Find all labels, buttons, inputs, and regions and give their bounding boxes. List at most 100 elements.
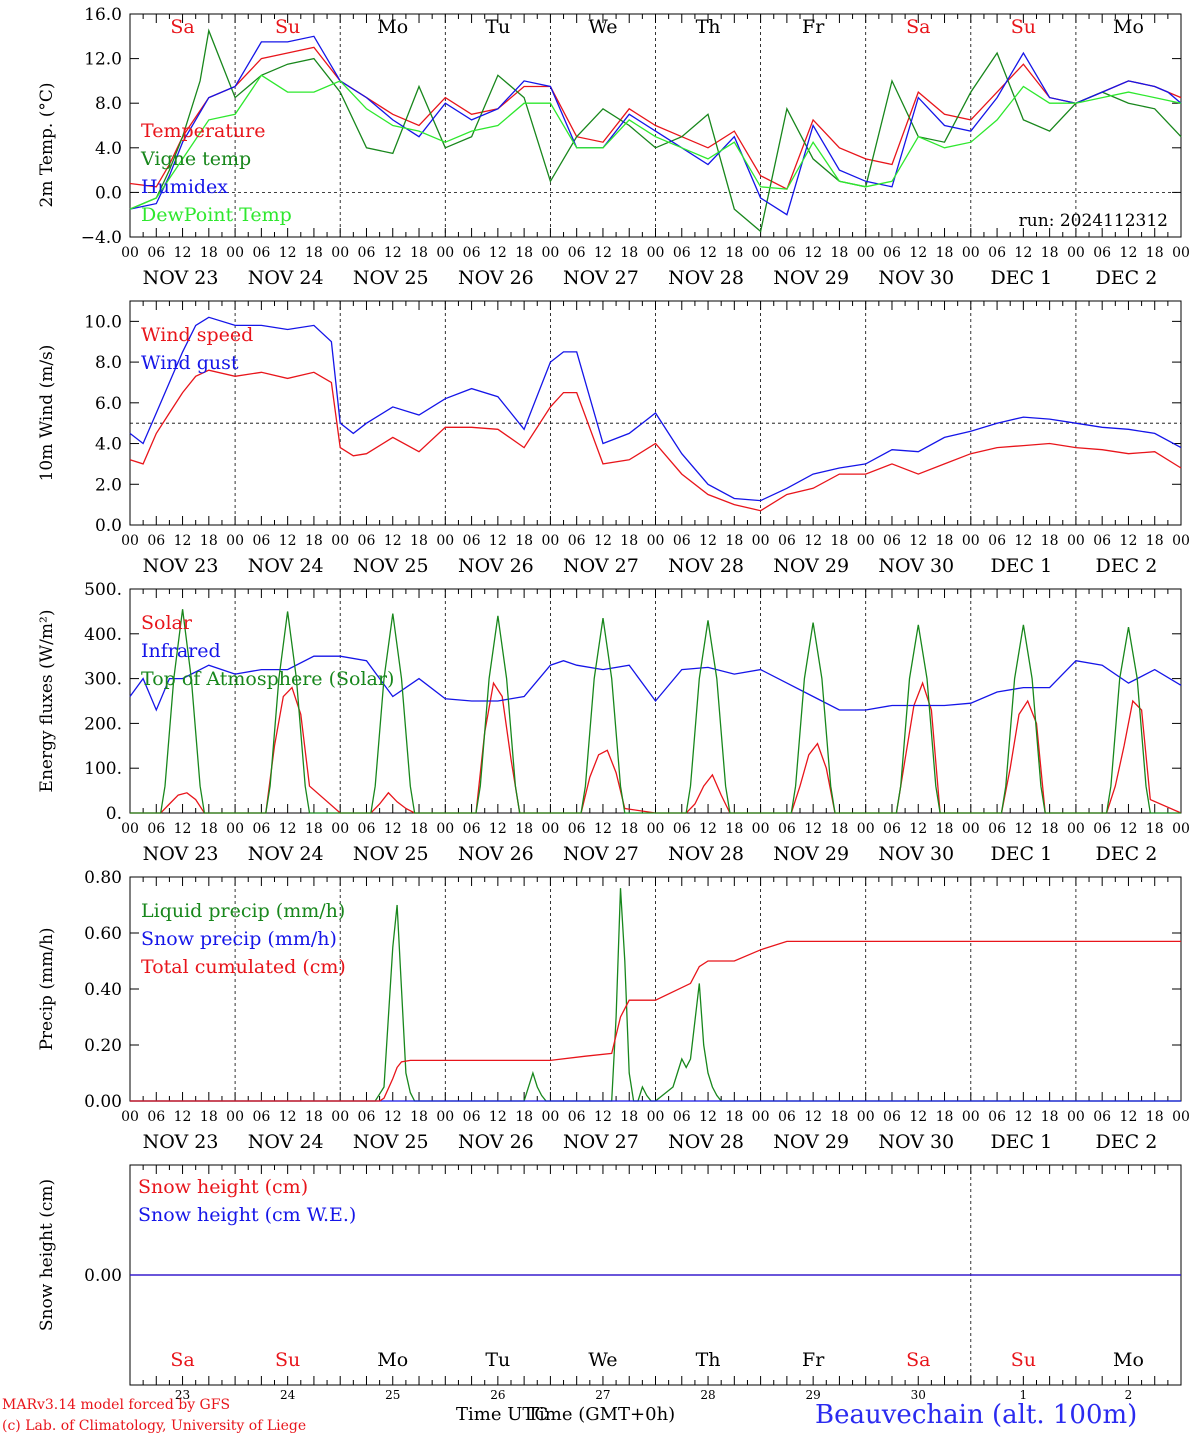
hour-tick-label: 12: [174, 533, 192, 549]
series-line: [129, 35, 1182, 216]
y-tick-label: 500.: [84, 580, 122, 600]
hour-tick-label: 06: [147, 533, 165, 549]
hour-tick-label: 12: [699, 533, 717, 549]
hour-tick-label: 12: [699, 1109, 717, 1125]
hour-tick-label: 00: [752, 821, 770, 837]
series-line: [129, 46, 1182, 191]
hour-tick-label: 18: [620, 245, 638, 261]
legend-entry: DewPoint Temp: [141, 204, 292, 226]
y-axis-label: 2m Temp. (°C): [37, 82, 57, 207]
hour-tick-label: 00: [962, 1109, 980, 1125]
day-label: NOV 27: [563, 843, 639, 865]
day-label: DEC 1: [990, 1131, 1052, 1153]
day-number-label: 23: [175, 1388, 190, 1402]
day-label: NOV 30: [878, 1131, 954, 1153]
hour-tick-label: 18: [725, 1109, 743, 1125]
hour-tick-label: 18: [725, 821, 743, 837]
hour-tick-label: 12: [909, 821, 927, 837]
hour-tick-label: 06: [988, 245, 1006, 261]
day-label: DEC 1: [990, 843, 1052, 865]
hour-tick-label: 06: [883, 1109, 901, 1125]
hour-tick-label: 12: [489, 821, 507, 837]
hour-tick-label: 18: [305, 245, 323, 261]
hour-tick-label: 06: [988, 821, 1006, 837]
hour-tick-label: 00: [121, 821, 139, 837]
hour-tick-label: 12: [594, 533, 612, 549]
day-number-label: 25: [385, 1388, 400, 1402]
hour-tick-label: 06: [358, 533, 376, 549]
hour-tick-label: 12: [1014, 821, 1032, 837]
hour-tick-label: 12: [174, 245, 192, 261]
day-number-label: 2: [1125, 1388, 1133, 1402]
hour-tick-label: 00: [1067, 245, 1085, 261]
legend-entry: Total cumulated (cm): [141, 956, 346, 978]
hour-tick-label: 12: [1120, 821, 1138, 837]
day-label: NOV 24: [248, 555, 324, 577]
legend-entry: Liquid precip (mm/h): [141, 900, 345, 922]
hour-tick-label: 12: [804, 1109, 822, 1125]
hour-tick-label: 06: [778, 533, 796, 549]
day-label: NOV 25: [353, 555, 429, 577]
hour-tick-label: 00: [962, 245, 980, 261]
hour-tick-label: 12: [384, 821, 402, 837]
hour-tick-label: 12: [699, 821, 717, 837]
day-number-label: 29: [806, 1388, 821, 1402]
weekday-label: Tu: [485, 16, 510, 38]
y-tick-label: 0.20: [84, 1036, 122, 1056]
hour-tick-label: 18: [515, 245, 533, 261]
day-number-label: 28: [700, 1388, 715, 1402]
day-label: NOV 24: [248, 843, 324, 865]
day-number-label: 1: [1020, 1388, 1028, 1402]
hour-tick-label: 18: [410, 245, 428, 261]
hour-tick-label: 06: [568, 245, 586, 261]
hour-tick-label: 00: [1067, 533, 1085, 549]
day-label: NOV 24: [248, 1131, 324, 1153]
weekday-label: Su: [275, 1349, 300, 1371]
hour-tick-label: 06: [778, 245, 796, 261]
hour-tick-label: 06: [883, 533, 901, 549]
hour-tick-label: 06: [673, 245, 691, 261]
hour-tick-label: 06: [778, 821, 796, 837]
y-axis-label: Precip (mm/h): [37, 927, 57, 1050]
day-label: DEC 2: [1096, 1131, 1158, 1153]
hour-tick-label: 12: [594, 245, 612, 261]
hour-tick-label: 06: [147, 245, 165, 261]
hour-tick-label: 06: [463, 245, 481, 261]
hour-tick-label: 18: [725, 245, 743, 261]
series-line: [130, 609, 1181, 814]
hour-tick-label: 00: [121, 245, 139, 261]
hour-tick-label: 00: [226, 245, 244, 261]
hour-tick-label: 06: [252, 533, 270, 549]
hour-tick-label: 00: [541, 821, 559, 837]
hour-tick-label: 12: [1014, 533, 1032, 549]
y-tick-label: 16.0: [84, 5, 122, 25]
hour-tick-label: 12: [804, 533, 822, 549]
hour-tick-label: 12: [594, 1109, 612, 1125]
day-label: NOV 28: [668, 843, 744, 865]
day-label: NOV 27: [563, 1131, 639, 1153]
weekday-label: We: [588, 16, 617, 38]
hour-tick-label: 12: [384, 245, 402, 261]
hour-tick-label: 00: [752, 1109, 770, 1125]
day-number-label: 26: [490, 1388, 505, 1402]
hour-tick-label: 12: [909, 1109, 927, 1125]
day-label: NOV 24: [248, 267, 324, 289]
hour-tick-label: 12: [909, 245, 927, 261]
y-tick-label: 12.0: [84, 50, 122, 70]
hour-tick-label: 12: [174, 1109, 192, 1125]
weekday-label: Mo: [377, 1349, 408, 1371]
hour-tick-label: 06: [883, 245, 901, 261]
hour-tick-label: 18: [831, 1109, 849, 1125]
legend-entry: Temperature: [141, 120, 265, 142]
station-name: Beauvechain (alt. 100m): [815, 1400, 1138, 1430]
day-label: NOV 28: [668, 555, 744, 577]
day-label: NOV 30: [878, 267, 954, 289]
hour-tick-label: 06: [252, 245, 270, 261]
day-label: NOV 30: [878, 555, 954, 577]
hour-tick-label: 00: [541, 245, 559, 261]
y-tick-label: 0.00: [84, 1266, 122, 1286]
hour-tick-label: 00: [331, 245, 349, 261]
hour-tick-label: 00: [226, 821, 244, 837]
run-annotation: run: 2024112312: [1019, 211, 1168, 231]
hour-tick-label: 00: [121, 533, 139, 549]
